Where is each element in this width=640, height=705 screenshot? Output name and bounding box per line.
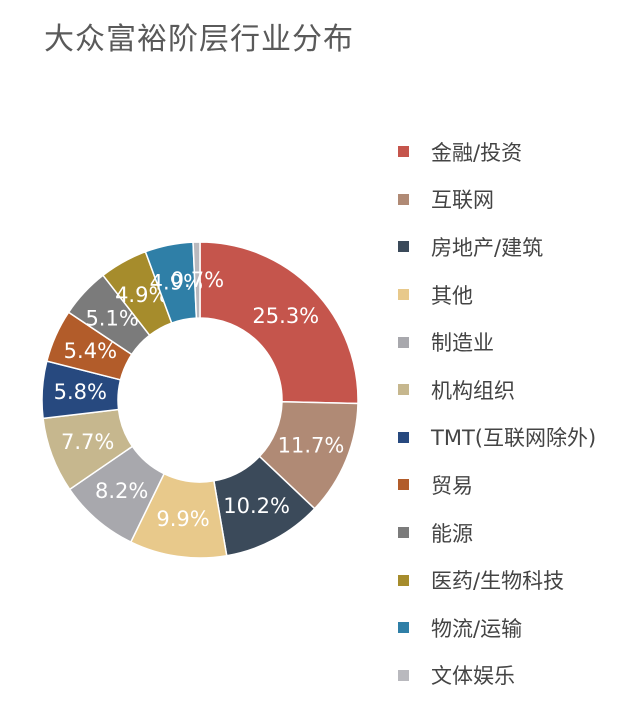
legend-swatch <box>398 146 409 158</box>
slice-value-label-6: 5.8% <box>54 380 107 404</box>
legend-item-10: 物流/运输 <box>398 604 596 652</box>
legend-item-4: 制造业 <box>398 318 596 366</box>
slice-value-label-1: 11.7% <box>278 434 345 458</box>
legend-item-5: 机构组织 <box>398 366 596 414</box>
legend-label: 房地产/建筑 <box>431 235 544 260</box>
legend-item-3: 其他 <box>398 271 596 319</box>
legend-swatch <box>398 622 409 634</box>
legend-label: 金融/投资 <box>431 140 523 165</box>
legend-label: TMT(互联网除外) <box>431 426 597 451</box>
legend-swatch <box>398 384 409 396</box>
slice-value-label-4: 8.2% <box>95 479 148 503</box>
slice-value-label-7: 5.4% <box>64 339 117 363</box>
slice-value-label-0: 25.3% <box>252 304 319 328</box>
chart-title: 大众富裕阶层行业分布 <box>44 22 354 57</box>
legend-label: 机构组织 <box>431 378 515 403</box>
slice-value-label-3: 9.9% <box>156 507 209 531</box>
legend-swatch <box>398 574 409 586</box>
legend-item-11: 文体娱乐 <box>398 652 596 700</box>
legend-label: 制造业 <box>431 331 494 356</box>
legend-swatch <box>398 527 409 539</box>
slice-value-label-5: 7.7% <box>61 430 114 454</box>
legend-label: 医药/生物科技 <box>431 569 565 594</box>
donut-slice-11 <box>192 241 201 319</box>
legend-swatch <box>398 431 409 443</box>
legend-swatch <box>398 336 409 348</box>
legend-swatch <box>398 479 409 491</box>
legend-item-8: 能源 <box>398 509 596 557</box>
legend-item-0: 金融/投资 <box>398 128 596 176</box>
legend-swatch <box>398 669 409 681</box>
legend-label: 文体娱乐 <box>431 664 515 689</box>
legend-swatch <box>398 241 409 253</box>
legend-label: 其他 <box>431 283 473 308</box>
legend-item-9: 医药/生物科技 <box>398 556 596 604</box>
legend-label: 能源 <box>431 521 473 546</box>
legend-item-1: 互联网 <box>398 176 596 224</box>
donut-slice-0 <box>199 241 359 405</box>
slice-value-label-11: 0.7% <box>171 268 224 292</box>
legend-label: 互联网 <box>431 188 494 213</box>
donut-chart: 25.3%11.7%10.2%9.9%8.2%7.7%5.8%5.4%5.1%4… <box>41 241 359 559</box>
legend-label: 贸易 <box>431 473 473 498</box>
legend-swatch <box>398 193 409 205</box>
legend-label: 物流/运输 <box>431 616 523 641</box>
legend-item-6: TMT(互联网除外) <box>398 414 596 462</box>
legend-item-7: 贸易 <box>398 461 596 509</box>
slice-value-label-2: 10.2% <box>223 494 290 518</box>
chart-legend: 金融/投资互联网房地产/建筑 其他制造业机构组织 TMT(互联网除外) 贸易能源医药/… <box>398 128 596 699</box>
legend-item-2: 房地产/建筑 <box>398 223 596 271</box>
legend-swatch <box>398 289 409 301</box>
